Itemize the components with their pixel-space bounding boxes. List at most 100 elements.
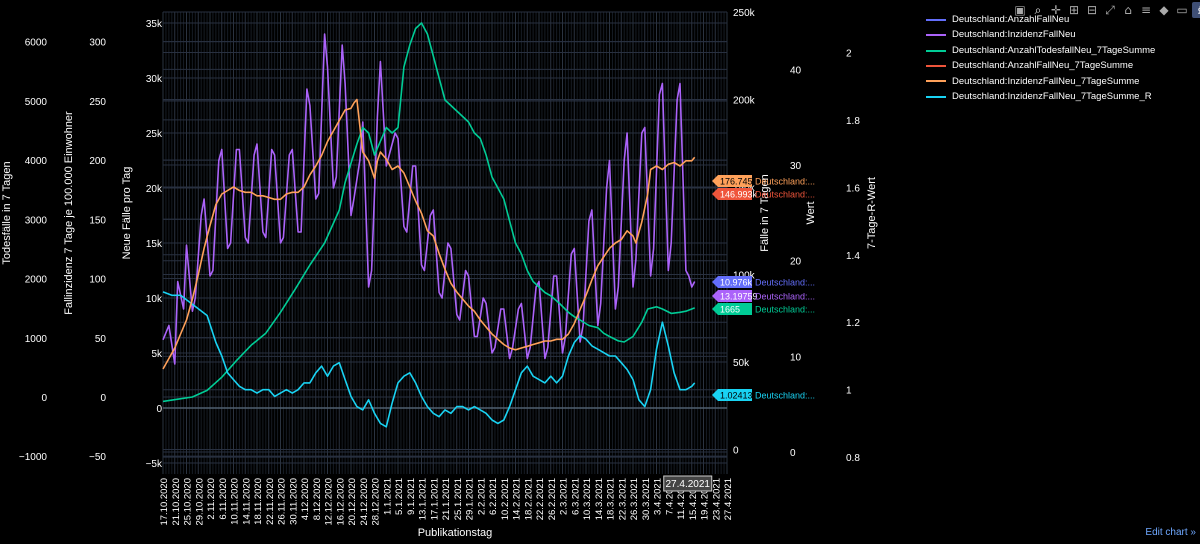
- x-tick-label: 8.12.2020: [312, 478, 323, 520]
- x-tick-label: 22.11.2020: [265, 478, 276, 525]
- y-tick-label-r: 1.8: [846, 116, 860, 127]
- end-label-box: [712, 175, 752, 187]
- legend-item-AnzahlTodesfallNeu_7TageSumme[interactable]: Deutschland:AnzahlTodesfallNeu_7TageSumm…: [926, 43, 1155, 58]
- legend-item-InzidenzFallNeu[interactable]: Deutschland:InzidenzFallNeu: [926, 27, 1155, 42]
- y-tick-label-faelle: 25k: [146, 129, 163, 140]
- legend-label: Deutschland:InzidenzFallNeu_7TageSumme: [952, 75, 1140, 87]
- y-tick-label-r: 1: [846, 386, 852, 397]
- spike-lines-icon[interactable]: ≡: [1140, 3, 1152, 17]
- plotly-logo-icon[interactable]: ∳: [1192, 2, 1200, 18]
- x-tick-label: 26.3.2021: [629, 478, 640, 520]
- x-tick-label: 2.2.2021: [476, 478, 487, 515]
- y-tick-label-faelle: 35k: [146, 19, 163, 30]
- y-tick-label-r: 2: [846, 48, 852, 59]
- legend-label: Deutschland:InzidenzFallNeu: [952, 29, 1076, 41]
- y-tick-label-wert: 30: [790, 161, 802, 172]
- x-tick-label: 18.3.2021: [606, 478, 617, 520]
- y-tick-label-inzidenz: 50: [95, 334, 107, 345]
- hover-closest-icon[interactable]: ◆: [1159, 3, 1169, 17]
- end-label-name: Deutschland:...: [755, 177, 815, 187]
- x-tick-label: 30.3.2021: [641, 478, 652, 520]
- y-tick-label-faelle: −5k: [146, 459, 163, 470]
- y-tick-label-faelle: 15k: [146, 239, 163, 250]
- y-tick-label-r: 0.8: [846, 453, 860, 464]
- x-tick-label: 5.1.2021: [394, 478, 405, 515]
- x-tick-label: 21.1.2021: [441, 478, 452, 520]
- x-tick-label: 25.10.2020: [183, 478, 194, 526]
- x-tick-label: 10.3.2021: [582, 478, 593, 520]
- legend-swatch: [926, 49, 946, 52]
- end-label-box: [712, 389, 752, 401]
- y-tick-label-inzidenz: 100: [89, 275, 106, 286]
- x-tick-label: 6.11.2020: [218, 478, 229, 520]
- end-label-InzidenzFallNeu: 13.19759Deutschland:...: [712, 290, 815, 302]
- x-tick-label: 1.1.2021: [382, 478, 393, 515]
- y-axis-title-summe: Fälle in 7 Tagen: [759, 174, 771, 251]
- edit-chart-link[interactable]: Edit chart »: [1145, 527, 1196, 538]
- y-tick-label-inzidenz: 250: [89, 97, 106, 108]
- y-tick-label-faelle: 0: [156, 404, 162, 415]
- axes-layer: −10000100020003000400050006000Todesfälle…: [1, 8, 878, 539]
- x-tick-label: 16.12.2020: [335, 478, 346, 526]
- y-tick-label-faelle: 20k: [146, 184, 163, 195]
- y-tick-label-summe: 250k: [733, 8, 756, 19]
- x-tick-label: 22.3.2021: [617, 478, 628, 520]
- x-tick-label: 9.1.2021: [406, 478, 417, 515]
- reset-axes-icon[interactable]: ⌂: [1124, 3, 1132, 17]
- x-tick-label: 26.2.2021: [547, 478, 558, 520]
- series-line-AnzahlFallNeu_7TageSumme[interactable]: [162, 98, 696, 370]
- legend-label: Deutschland:InzidenzFallNeu_7TageSumme_R: [952, 91, 1152, 103]
- y-tick-label-wert: 0: [790, 448, 796, 459]
- y-tick-label-summe: 200k: [733, 96, 756, 107]
- y-tick-label-inzidenz: −50: [89, 452, 106, 463]
- legend-label: Deutschland:AnzahlTodesfallNeu_7TageSumm…: [952, 44, 1156, 56]
- legend-item-InzidenzFallNeu_7TageSumme[interactable]: Deutschland:InzidenzFallNeu_7TageSumme: [926, 74, 1155, 89]
- series-line-InzidenzFallNeu_7TageSumme_R[interactable]: [162, 291, 696, 428]
- grid: [162, 11, 728, 474]
- end-label-box: [712, 290, 752, 302]
- y-tick-label-faelle: 10k: [146, 294, 163, 305]
- autoscale-icon[interactable]: ⤢: [1105, 3, 1115, 17]
- zoom-icon[interactable]: ⌕: [1034, 3, 1042, 17]
- end-label-AnzahlFallNeu: 10.976k Deutschland:...: [712, 276, 815, 288]
- end-label-box: [712, 303, 752, 315]
- series-line-AnzahlTodesfallNeu_7TageSumme[interactable]: [162, 22, 695, 403]
- x-tick-label: 6.3.2021: [570, 478, 581, 515]
- x-tick-label: 17.10.2020: [159, 478, 170, 526]
- pan-icon[interactable]: ✛: [1050, 3, 1062, 17]
- end-label-InzidenzFallNeu_7TageSumme: 176.745 Deutschland:...: [712, 175, 815, 187]
- camera-icon[interactable]: ▣: [1014, 3, 1026, 17]
- x-tick-label: 6.2.2021: [488, 478, 499, 515]
- hover-compare-icon[interactable]: ▭: [1176, 3, 1188, 17]
- x-tick-label: 23.4.2021: [711, 478, 722, 520]
- x-tick-label: 24.12.2020: [359, 478, 370, 526]
- x-tick-label: 13.1.2021: [418, 478, 429, 520]
- zoom-out-icon[interactable]: ⊟: [1086, 3, 1098, 17]
- x-tick-label: 21.10.2020: [171, 478, 182, 526]
- x-tick-label: 29.10.2020: [194, 478, 205, 526]
- x-axis-title: Publikationstag: [418, 527, 493, 539]
- y-tick-label-todes: 0: [41, 393, 47, 404]
- x-hover-box: [663, 475, 713, 492]
- end-label-name: Deutschland:...: [755, 292, 815, 302]
- end-label-value: 13.19759: [720, 292, 758, 302]
- y-tick-label-summe: 0: [733, 446, 739, 457]
- legend-item-AnzahlFallNeu_7TageSumme[interactable]: Deutschland:AnzahlFallNeu_7TageSumme: [926, 58, 1155, 73]
- series-line-InzidenzFallNeu[interactable]: [162, 33, 696, 365]
- end-label-value: 146.993k: [720, 190, 758, 200]
- x-tick-label: 10.11.2020: [230, 478, 241, 525]
- legend-item-AnzahlFallNeu[interactable]: Deutschland:AnzahlFallNeu: [926, 12, 1155, 27]
- x-tick-label: 20.12.2020: [347, 478, 358, 526]
- legend-swatch: [926, 64, 946, 67]
- x-tick-label: 18.2.2021: [523, 478, 534, 520]
- zoom-in-icon[interactable]: ⊞: [1068, 3, 1080, 17]
- y-tick-label-faelle: 30k: [146, 74, 163, 85]
- x-tick-label: 15.4.2021: [688, 478, 699, 520]
- y-axis-title-inzidenz: Fallinzidenz 7 Tage je 100.000 Einwohner: [63, 111, 75, 315]
- legend-item-InzidenzFallNeu_7TageSumme_R[interactable]: Deutschland:InzidenzFallNeu_7TageSumme_R: [926, 89, 1155, 104]
- y-axis-title-r: 7-Tage-R-Wert: [866, 177, 878, 249]
- end-label-value: 1665: [720, 305, 740, 315]
- legend-swatch: [926, 18, 946, 21]
- y-tick-label-inzidenz: 300: [89, 38, 106, 49]
- x-tick-label: 7.4.2021: [664, 478, 675, 515]
